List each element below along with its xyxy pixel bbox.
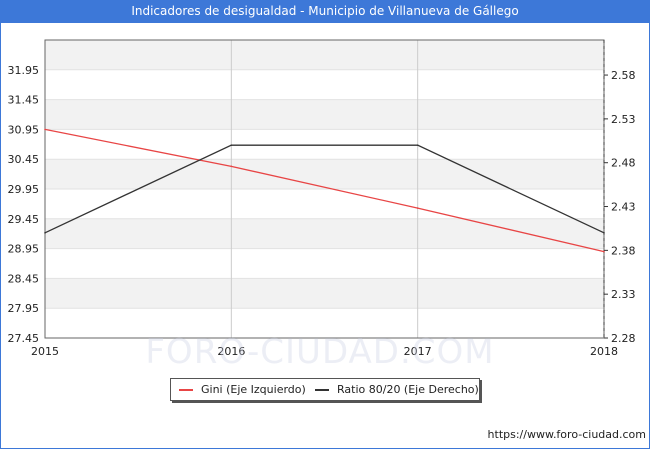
series-line-gini: [44, 128, 605, 253]
x-tick-label: 2016: [217, 345, 245, 358]
legend-label-ratio: Ratio 80/20 (Eje Derecho): [337, 383, 479, 396]
grid-band: [45, 99, 604, 130]
grid-band: [45, 218, 604, 249]
x-tick-label: 2018: [590, 345, 618, 358]
data-point-ratio: [603, 232, 605, 234]
data-point-gini: [416, 207, 419, 209]
y-left-tick-label: 31.95: [8, 64, 40, 77]
data-point-gini: [44, 128, 46, 131]
legend-label-gini: Gini (Eje Izquierdo): [201, 383, 306, 396]
data-point-ratio: [416, 144, 419, 146]
plot-border: [44, 39, 605, 339]
grid-band: [45, 40, 604, 70]
data-point-ratio: [230, 144, 233, 146]
data-point-gini: [230, 165, 233, 168]
y-left-tick-label: 28.95: [8, 243, 40, 256]
y-left-tick-label: 31.45: [8, 94, 40, 107]
legend-item-gini: Gini (Eje Izquierdo): [179, 379, 306, 400]
y-left-tick-label: 27.45: [8, 332, 40, 345]
y-left-tick-label: 29.45: [8, 213, 40, 226]
legend-item-ratio: Ratio 80/20 (Eje Derecho): [315, 379, 479, 400]
x-tick-label: 2015: [31, 345, 59, 358]
y-right-tick-label: 2.43: [611, 201, 636, 214]
grid-band: [45, 278, 604, 309]
y-right-tick-label: 2.28: [611, 332, 636, 345]
y-right-tick-label: 2.33: [611, 288, 636, 301]
series-line-ratio: [44, 144, 605, 234]
y-left-tick-label: 30.45: [8, 153, 40, 166]
x-tick-label: 2017: [404, 345, 432, 358]
data-point-gini: [603, 250, 605, 253]
y-right-tick-label: 2.38: [611, 244, 636, 257]
chart-title: Indicadores de desigualdad - Municipio d…: [0, 0, 650, 23]
y-right-tick-label: 2.58: [611, 69, 636, 82]
y-left-tick-label: 28.45: [8, 272, 40, 285]
watermark: FORO-CIUDAD.COM: [145, 332, 495, 372]
y-right-tick-label: 2.48: [611, 157, 636, 170]
footer-url: https://www.foro-ciudad.com: [487, 428, 646, 441]
legend: Gini (Eje Izquierdo) Ratio 80/20 (Eje De…: [170, 378, 480, 401]
data-point-ratio: [44, 232, 46, 234]
legend-swatch-ratio: [315, 389, 329, 391]
y-left-tick-label: 30.95: [8, 123, 40, 136]
y-left-tick-label: 29.95: [8, 183, 40, 196]
grid-band: [45, 159, 604, 189]
y-left-tick-label: 27.95: [8, 302, 40, 315]
y-right-tick-label: 2.53: [611, 113, 636, 126]
legend-swatch-gini: [179, 389, 193, 391]
